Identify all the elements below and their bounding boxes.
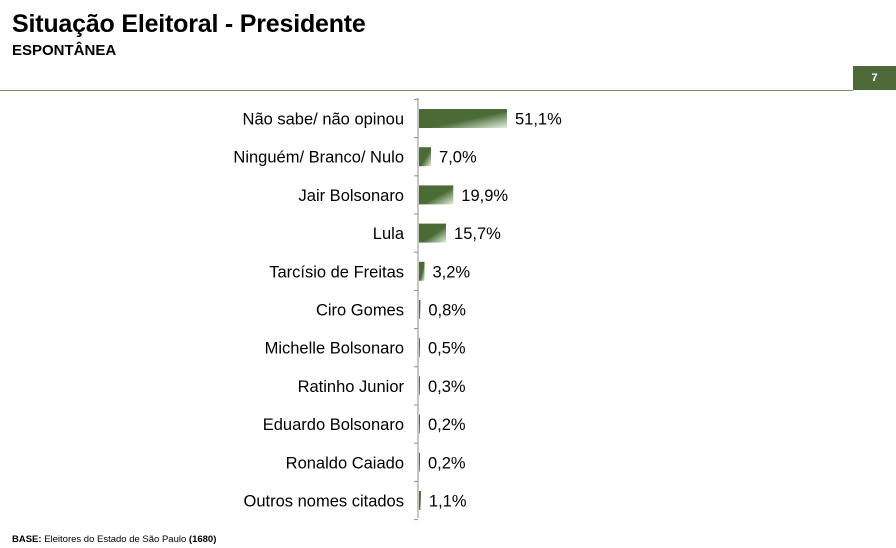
bar-chart: Não sabe/ não opinou Ninguém/ Branco/ Nul… (233, 98, 562, 521)
value-label: 0,5% (428, 340, 466, 358)
value-label: 19,9% (461, 187, 508, 205)
footer-base-label: BASE: (12, 534, 42, 545)
value-labels: 51,1% 7,0% 19,9% 15,7% 3,2% 0,8% 0,5% 0,3% 0,2% 0… (428, 111, 562, 511)
category-label: Ciro Gomes (316, 302, 404, 320)
category-label: Ratinho Junior (298, 378, 405, 396)
value-label: 0,2% (428, 454, 466, 472)
value-label: 7,0% (439, 149, 477, 167)
category-label: Outros nomes citados (244, 493, 405, 511)
footer-base-count: (1680) (188, 534, 217, 545)
bar (419, 109, 507, 128)
category-label: Tarcísio de Freitas (269, 263, 404, 281)
header-rule (0, 90, 853, 91)
bar (419, 338, 420, 358)
bar (419, 300, 421, 319)
value-label: 0,2% (428, 416, 466, 434)
axis-ticks (414, 98, 418, 521)
category-label: Eduardo Bolsonaro (263, 416, 404, 434)
value-label: 1,1% (429, 493, 467, 511)
chart-bars (419, 109, 507, 510)
category-label: Michelle Bolsonaro (265, 340, 404, 358)
value-label: 15,7% (454, 225, 501, 243)
category-label: Lula (373, 225, 405, 243)
category-label: Ronaldo Caiado (286, 454, 404, 472)
category-label: Jair Bolsonaro (299, 187, 404, 205)
value-label: 3,2% (433, 263, 471, 281)
footer-base: BASE: Eleitores do Estado de São Paulo (… (12, 534, 216, 546)
bar (419, 376, 420, 396)
value-label: 51,1% (515, 111, 562, 129)
category-label: Ninguém/ Branco/ Nulo (233, 149, 404, 167)
bar (419, 261, 425, 281)
bar (419, 185, 454, 205)
page-number-badge: 7 (853, 66, 896, 90)
page-title: Situação Eleitoral - Presidente (12, 10, 366, 38)
category-labels: Não sabe/ não opinou Ninguém/ Branco/ Nul… (233, 111, 404, 511)
value-label: 0,3% (428, 378, 466, 396)
bar (419, 452, 420, 472)
category-label: Não sabe/ não opinou (243, 111, 404, 129)
page-subtitle: ESPONTÂNEA (12, 42, 117, 59)
bar (419, 491, 421, 510)
footer-base-text: Eleitores do Estado de São Paulo (44, 534, 187, 545)
bar (419, 223, 447, 243)
bar (419, 147, 432, 167)
value-label: 0,8% (428, 302, 466, 320)
bar (419, 414, 420, 434)
